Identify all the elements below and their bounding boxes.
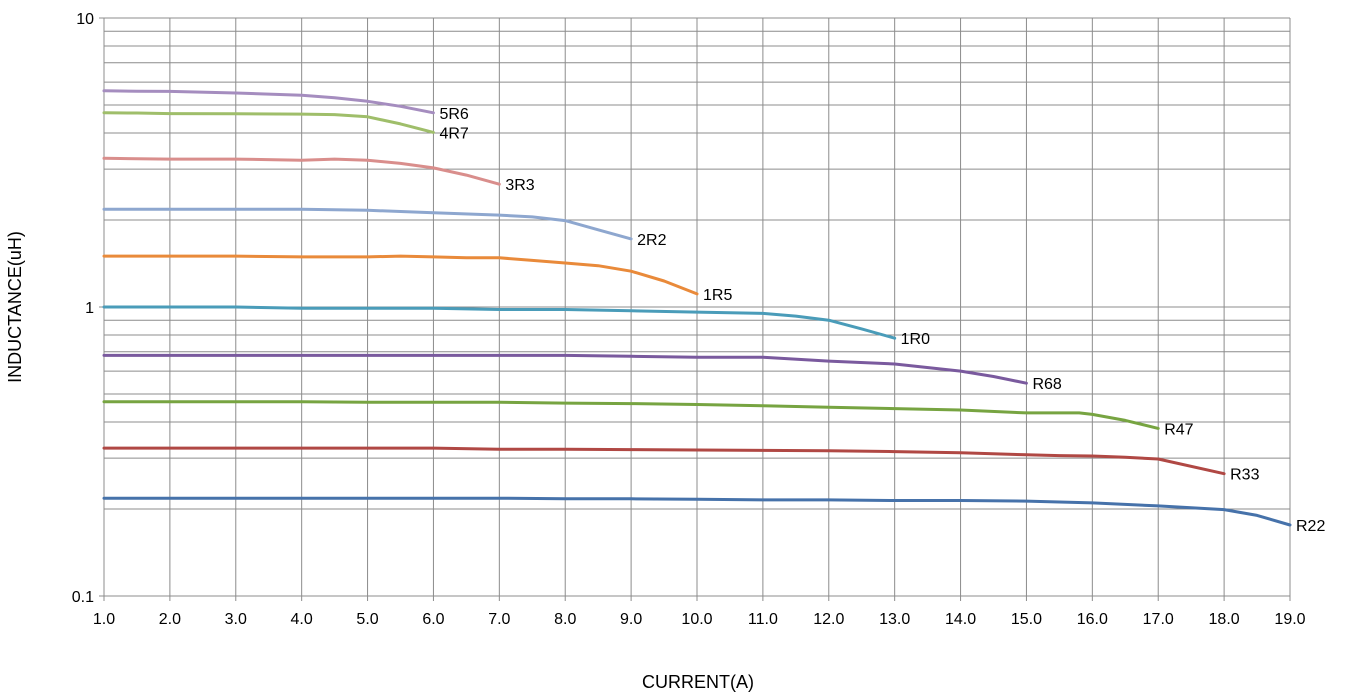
series-line-1r0 <box>102 305 897 340</box>
x-tick-label: 15.0 <box>1011 611 1042 628</box>
x-axis-title: CURRENT(A) <box>642 672 754 692</box>
x-tick-label: 10.0 <box>681 611 712 628</box>
series-line-5r6 <box>102 89 435 115</box>
series-line-2r2 <box>102 207 633 241</box>
series-label-r47: R47 <box>1164 421 1193 438</box>
series-group <box>102 89 1292 527</box>
series-label-1r5: 1R5 <box>703 287 732 304</box>
x-tick-label: 2.0 <box>159 611 181 628</box>
tick-labels: 1.0 2.0 3.0 4.0 5.0 6.0 7.0 8.0 9.0 10.0 11.0 12.0 1… <box>72 11 1306 628</box>
series-line-4r7 <box>102 111 435 134</box>
series-line-r68 <box>102 353 1028 385</box>
series-line-r33 <box>102 446 1226 476</box>
series-label-r22: R22 <box>1296 518 1325 535</box>
series-label-5r6: 5R6 <box>439 106 468 123</box>
x-tick-label: 7.0 <box>488 611 510 628</box>
x-tick-label: 6.0 <box>422 611 444 628</box>
x-tick-label: 3.0 <box>225 611 247 628</box>
x-tick-label: 17.0 <box>1143 611 1174 628</box>
series-label-1r0: 1R0 <box>901 331 930 348</box>
x-tick-label: 12.0 <box>813 611 844 628</box>
x-tick-label: 4.0 <box>291 611 313 628</box>
x-tick-label: 9.0 <box>620 611 642 628</box>
y-tick-label: 1 <box>85 300 94 317</box>
x-tick-label: 8.0 <box>554 611 576 628</box>
grid <box>99 17 1291 601</box>
series-label-4r7: 4R7 <box>439 125 468 142</box>
x-tick-label: 1.0 <box>93 611 115 628</box>
x-tick-label: 16.0 <box>1077 611 1108 628</box>
series-label-r33: R33 <box>1230 467 1259 484</box>
y-tick-label: 10 <box>76 11 94 28</box>
x-tick-label: 13.0 <box>879 611 910 628</box>
x-tick-label: 19.0 <box>1274 611 1305 628</box>
x-tick-label: 5.0 <box>356 611 378 628</box>
x-tick-label: 14.0 <box>945 611 976 628</box>
series-line-r47 <box>102 400 1160 430</box>
series-label-r68: R68 <box>1032 376 1061 393</box>
y-axis-title: INDUCTANCE(uH) <box>5 231 25 383</box>
x-tick-label: 11.0 <box>748 611 778 628</box>
series-line-3r3 <box>102 156 501 186</box>
x-tick-label: 18.0 <box>1209 611 1240 628</box>
series-line-1r5 <box>102 254 699 296</box>
series-line-r22 <box>102 496 1292 527</box>
series-label-3r3: 3R3 <box>505 177 534 194</box>
y-tick-label: 0.1 <box>72 589 94 606</box>
series-label-2r2: 2R2 <box>637 232 666 249</box>
series-labels: 5R6 4R7 3R3 2R2 1R5 1R0 R68 R47 R33 R22 <box>439 106 1325 535</box>
